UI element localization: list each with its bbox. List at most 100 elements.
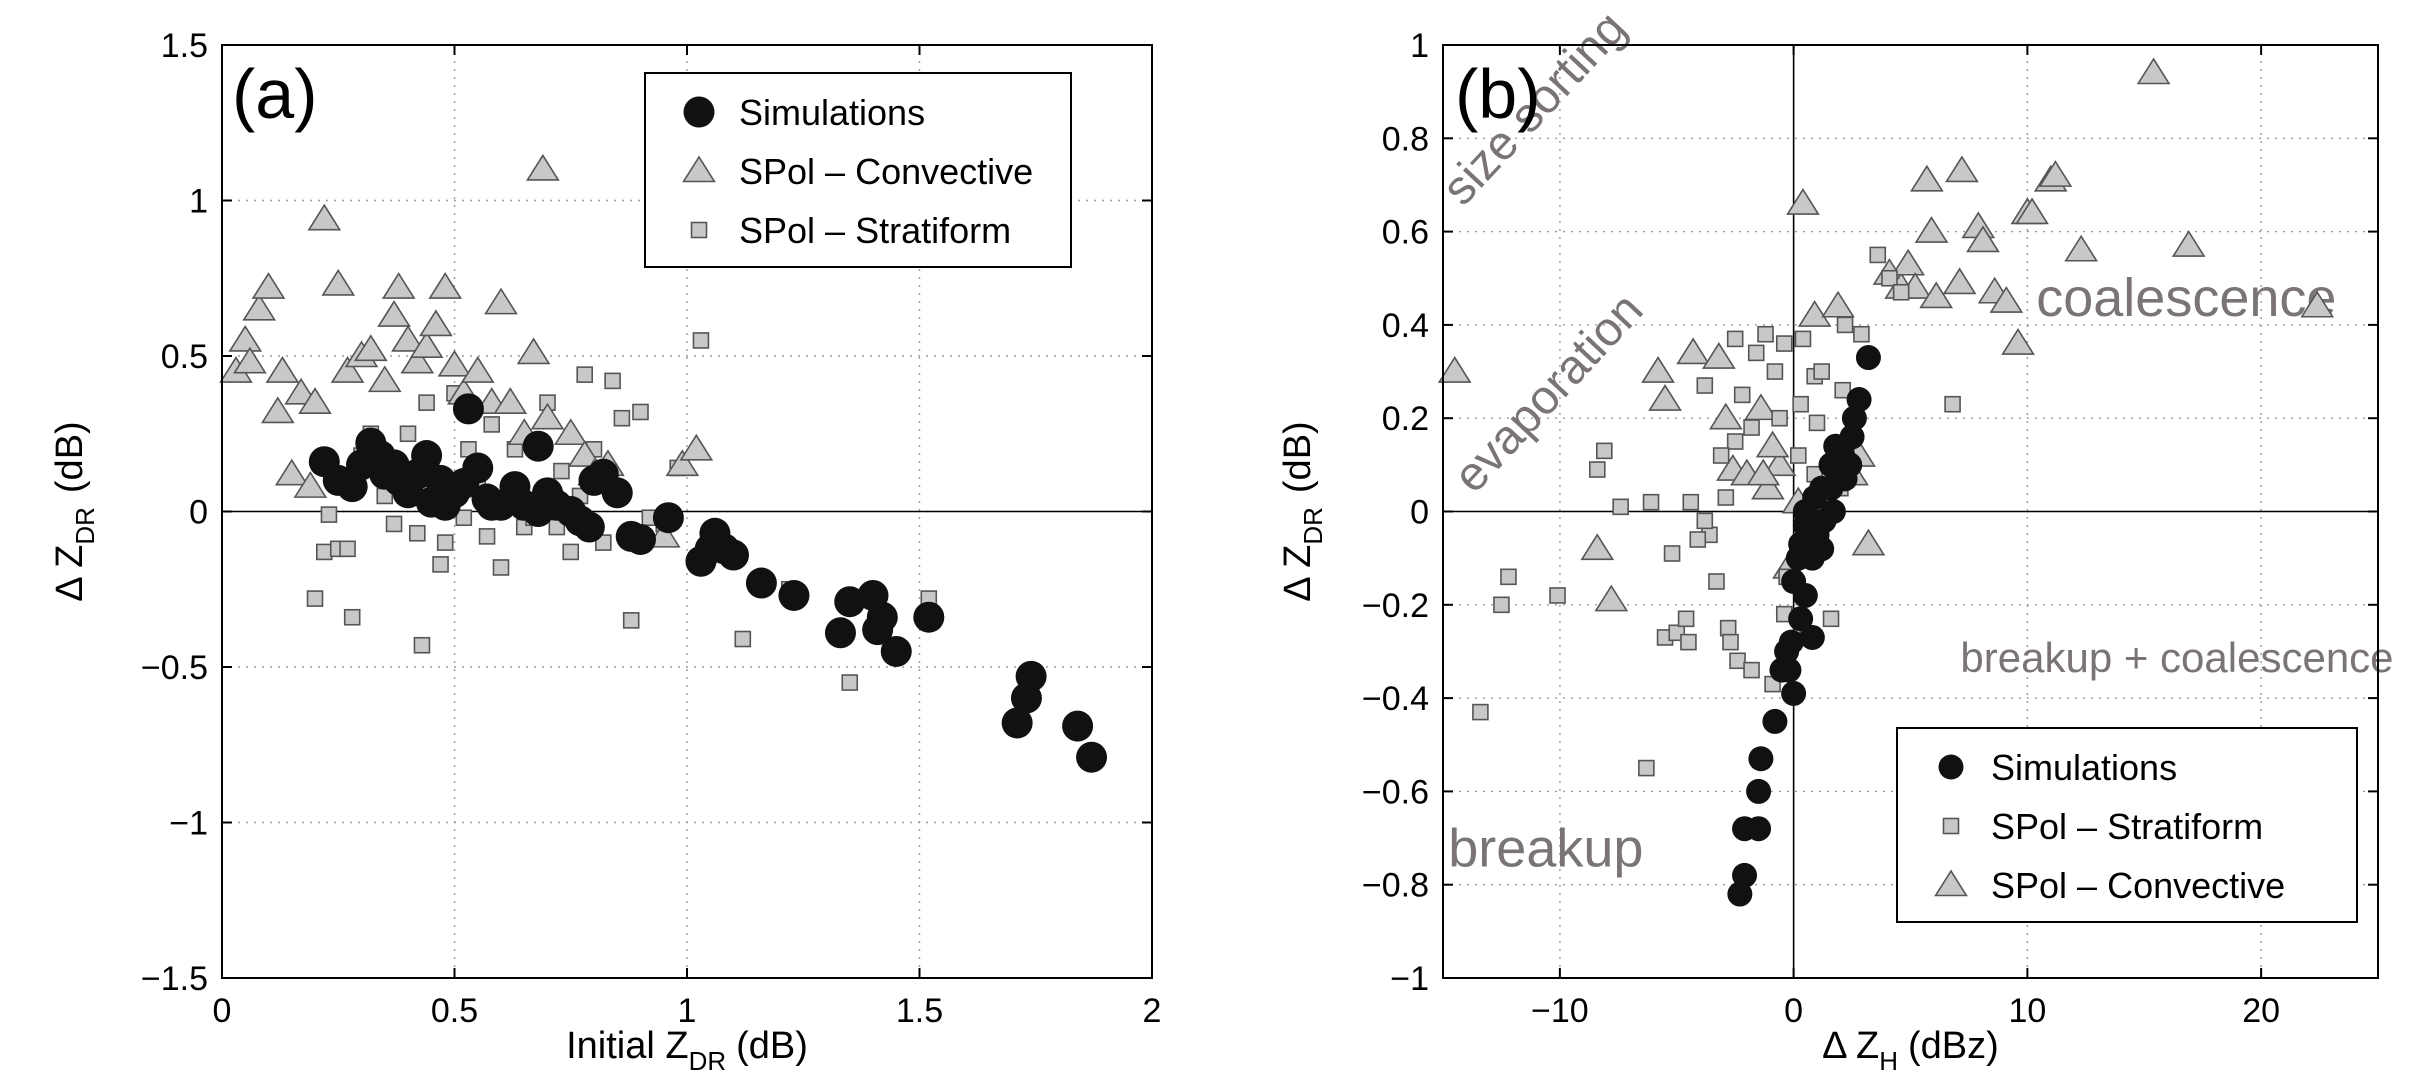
data-point: [1743, 419, 1760, 436]
data-point: [432, 556, 449, 573]
x-axis-label-main: Δ Z: [1822, 1025, 1879, 1067]
data-point: [436, 534, 454, 551]
y-tick-label: 1: [1410, 27, 1429, 65]
data-point: [1748, 746, 1774, 772]
legend-box: [1896, 727, 2358, 923]
data-point: [1001, 707, 1033, 739]
data-point: [1776, 657, 1802, 683]
data-point: [1500, 568, 1517, 586]
y-axis-label: Δ ZDR (dB): [49, 421, 100, 601]
data-point: [1781, 680, 1807, 706]
legend: Simulations SPol – Stratiform SPol – Conve…: [1896, 727, 2358, 923]
y-tick-label: 0.4: [1382, 307, 1429, 345]
x-tick-label: 0: [213, 992, 232, 1030]
data-point: [1851, 528, 1886, 556]
data-point: [260, 396, 295, 424]
data-point: [1757, 325, 1774, 343]
y-tick-label: 1: [189, 183, 208, 221]
y-tick-label: 0.8: [1382, 120, 1429, 158]
y-tick-label: 0.2: [1382, 400, 1429, 438]
data-point: [522, 430, 554, 462]
y-tick-label: 0: [1410, 494, 1429, 532]
y-tick-label: −0.6: [1362, 773, 1429, 811]
data-point: [1808, 414, 1826, 432]
y-tick-label: 0.5: [161, 338, 208, 376]
data-point: [530, 402, 565, 430]
data-point: [1648, 384, 1682, 411]
data-point: [567, 440, 602, 467]
data-point: [462, 452, 494, 484]
y-tick-label: −0.2: [1362, 587, 1429, 625]
x-tick-label: 0: [1784, 992, 1803, 1030]
data-point: [2038, 160, 2073, 187]
legend-marker: [1938, 754, 1964, 780]
region-annotation: breakup + coalescence: [1960, 634, 2393, 681]
data-point: [778, 579, 810, 611]
x-tick-label: 1: [678, 992, 697, 1030]
region-annotation: evaporation: [1444, 283, 1654, 503]
x-axis-label-subscript: DR: [689, 1046, 727, 1076]
data-point: [679, 433, 714, 461]
data-point: [1762, 449, 1797, 477]
y-axis-label-main: Δ Z: [49, 545, 91, 602]
data-point: [1781, 568, 1807, 594]
data-point: [1015, 660, 1047, 692]
legend-marker: [683, 96, 715, 128]
data-point: [1743, 661, 1760, 679]
data-point: [1689, 531, 1707, 548]
data-point: [1966, 225, 2000, 253]
data-point: [1612, 498, 1629, 516]
y-axis-label-main: Δ Z: [1277, 545, 1319, 602]
x-tick-label: 20: [2242, 992, 2280, 1030]
data-point: [493, 387, 528, 414]
data-point: [1855, 345, 1881, 371]
data-point: [343, 608, 361, 626]
panel-label: (a): [232, 55, 318, 133]
data-point: [1594, 584, 1629, 612]
data-point: [1846, 387, 1872, 413]
data-point: [1771, 409, 1788, 427]
data-point: [913, 601, 945, 633]
data-point: [824, 617, 856, 649]
data-point: [1663, 545, 1681, 562]
data-point: [1472, 703, 1489, 721]
data-point: [613, 409, 631, 427]
x-tick-label: 0.5: [431, 992, 478, 1030]
data-point: [1788, 606, 1814, 632]
data-point: [1549, 587, 1566, 604]
y-tick-label: 0: [189, 494, 208, 532]
data-point: [625, 523, 656, 555]
data-point: [573, 511, 605, 543]
data-point: [1696, 512, 1714, 530]
data-point: [2015, 197, 2049, 225]
y-tick-label: −0.8: [1362, 867, 1429, 905]
data-point: [483, 416, 501, 433]
data-point: [1766, 363, 1784, 380]
data-point: [1799, 624, 1825, 650]
data-point: [437, 349, 472, 377]
data-point: [1746, 778, 1772, 804]
data-point: [745, 567, 777, 599]
data-point: [298, 387, 332, 414]
data-point: [1762, 708, 1788, 734]
y-tick-label: −0.4: [1362, 680, 1429, 718]
data-point: [1778, 629, 1804, 655]
data-point: [1642, 493, 1660, 511]
data-point: [1823, 433, 1849, 459]
data-point: [293, 471, 328, 498]
y-axis-label-subscript: DR: [1298, 507, 1328, 545]
data-point: [1580, 533, 1615, 561]
data-point: [866, 601, 898, 633]
data-point: [1729, 652, 1746, 670]
data-point: [1708, 573, 1725, 590]
region-annotation: coalescence: [2036, 268, 2336, 328]
data-point: [353, 334, 388, 362]
x-axis-label: Δ ZH (dBz): [1822, 1025, 1999, 1076]
panel-label: (b): [1455, 55, 1541, 133]
data-point: [652, 502, 684, 534]
data-point: [228, 324, 263, 352]
data-point: [1733, 386, 1751, 404]
data-point: [1722, 633, 1739, 651]
data-point: [1676, 337, 1710, 365]
